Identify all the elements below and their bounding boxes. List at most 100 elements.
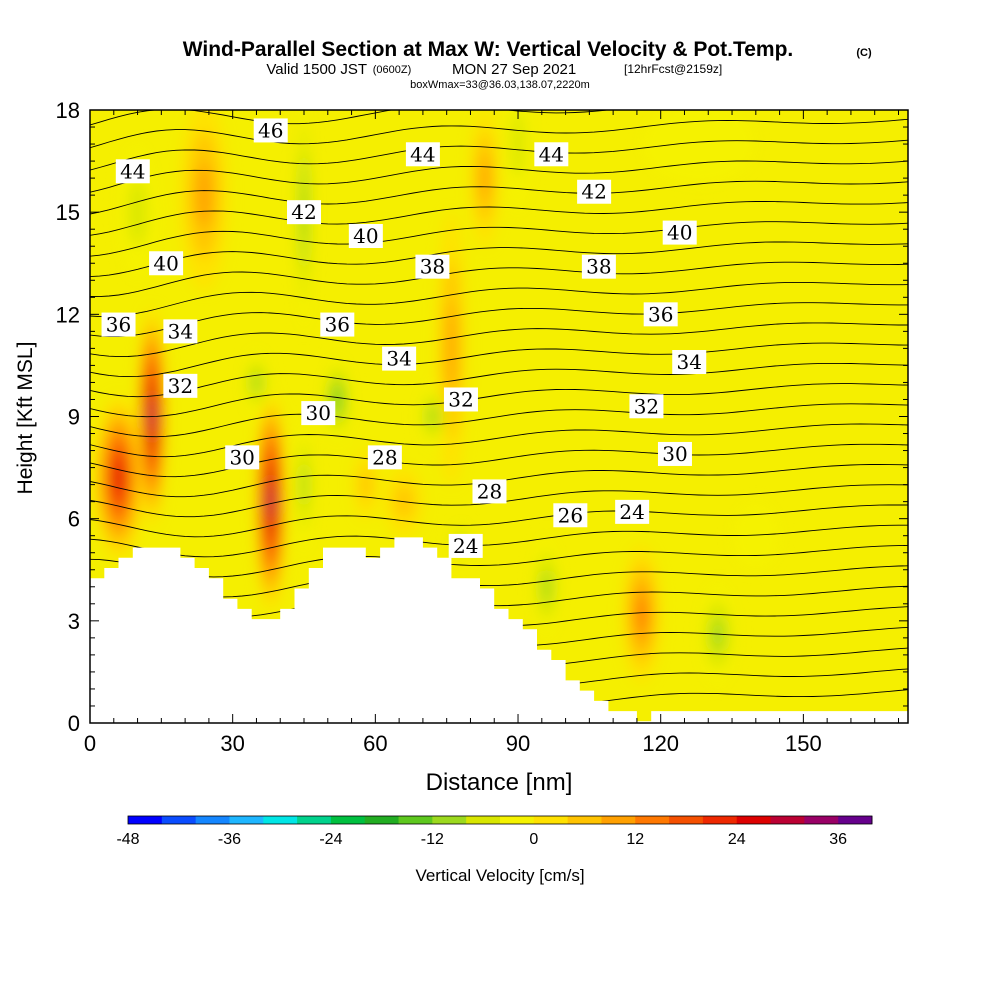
velocity-cell [128, 178, 148, 247]
isentrope-line [90, 342, 908, 378]
isentrope-line [90, 524, 908, 558]
isentrope-label-text: 34 [677, 350, 702, 374]
velocity-cell [636, 596, 647, 632]
colorbar-swatch [195, 816, 230, 824]
isentrope-label-text: 44 [120, 159, 145, 183]
y-axis-label: Height [Kft MSL] [14, 342, 37, 495]
isentrope-label-box [348, 224, 383, 249]
chart-title: Wind-Parallel Section at Max W: Vertical… [183, 38, 794, 61]
x-tick-label: 120 [642, 731, 679, 756]
colorbar: -48 -36 -24 -12 0 12 24 36 [116, 815, 873, 848]
velocity-cell [446, 302, 457, 394]
isentrope-label-box [657, 441, 692, 466]
isentrope-line [90, 504, 908, 538]
isentrope-label-text: 42 [291, 200, 316, 224]
colorbar-swatch [736, 816, 772, 824]
colorbar-swatch [263, 816, 298, 824]
isentrope-label: 38 [415, 254, 450, 279]
isentrope-line [90, 118, 908, 149]
isentrope-label: 40 [662, 220, 697, 245]
isentrope-line [90, 110, 611, 126]
isentrope-label: 42 [287, 200, 322, 225]
isentrope-label-box [643, 302, 678, 327]
isentrope-label: 34 [163, 319, 198, 344]
isentrope-label-box [443, 387, 478, 412]
x-tick-label: 90 [506, 731, 530, 756]
x-tick-label: 150 [785, 731, 822, 756]
y-tick-label: 0 [68, 711, 80, 736]
isentrope-label: 44 [405, 142, 440, 167]
forecast-info-text: [12hrFcst@2159z] [624, 62, 722, 76]
isentrope-label-text: 36 [325, 313, 350, 337]
isentrope-label-box [115, 159, 150, 184]
y-tick-label: 12 [56, 302, 80, 327]
colorbar-swatch [804, 816, 839, 824]
isentrope-label-text: 38 [420, 255, 445, 279]
isentrope-label-text: 28 [372, 445, 397, 469]
isentrope-label-box [672, 350, 707, 375]
isentrope-line [90, 180, 908, 215]
isentrope-label-text: 30 [662, 442, 687, 466]
isentrope-label-text: 24 [619, 500, 644, 524]
colorbar-tick-label: 36 [829, 831, 847, 848]
y-tick-label: 15 [56, 200, 80, 225]
isentrope-line [90, 281, 908, 318]
velocity-cell [269, 489, 273, 514]
isentrope-label: 24 [615, 500, 650, 524]
isentrope-line [90, 221, 908, 257]
isentrope-line [90, 544, 908, 578]
colorbar-tick-label: -12 [421, 831, 444, 848]
isentrope-label-text: 34 [386, 347, 411, 371]
colorbar-swatch [398, 816, 433, 824]
isentrope-label: 32 [163, 373, 198, 398]
isentrope-line [90, 362, 908, 398]
isentrope-label: 40 [149, 251, 184, 276]
isentrope-label: 36 [643, 302, 678, 327]
colorbar-swatch [601, 816, 636, 824]
isentrope-line [90, 201, 908, 236]
isentrope-label-text: 40 [153, 251, 178, 275]
isentrope-label-box [149, 251, 184, 276]
isentrope-label-box [534, 142, 569, 167]
colorbar-label: Vertical Velocity [cm/s] [415, 866, 584, 885]
isentrope-label-box [472, 479, 507, 504]
isentrope-label-text: 40 [667, 221, 692, 245]
boxwmax-info-text: boxWmax=33@36.03,138.07,2220m [410, 79, 590, 91]
colorbar-swatch [838, 816, 873, 824]
isentrope-label: 32 [629, 394, 664, 419]
isentrope-label: 44 [534, 142, 569, 167]
velocity-cell [300, 461, 308, 508]
isentrope-label-text: 30 [306, 401, 331, 425]
colorbar-swatch [432, 816, 467, 824]
x-tick-label: 60 [363, 731, 387, 756]
colorbar-swatch [128, 816, 163, 824]
colorbar-tick-label: -24 [319, 831, 342, 848]
colorbar-swatch [229, 816, 264, 824]
x-axis-label: Distance [nm] [426, 769, 573, 796]
isentrope-label-box [662, 220, 697, 245]
isentrope-label-box [448, 533, 483, 558]
isentrope-label: 36 [101, 312, 136, 337]
isentrope-label-text: 42 [581, 180, 606, 204]
isentrope-line [90, 261, 908, 298]
colorbar-swatch [297, 816, 332, 824]
isentrope-line [90, 139, 908, 171]
isentrope-label: 38 [581, 254, 616, 279]
isentrope-label-text: 38 [586, 255, 611, 279]
chart-header: Wind-Parallel Section at Max W: Vertical… [183, 38, 872, 91]
y-tick-label: 9 [68, 405, 80, 430]
velocity-cell [115, 466, 122, 490]
isentrope-label: 36 [320, 312, 355, 337]
velocity-cell [359, 467, 372, 502]
y-tick-label: 3 [68, 609, 80, 634]
colorbar-swatch [702, 816, 738, 824]
isentrope-label-text: 28 [477, 479, 502, 503]
isentrope-label: 34 [382, 346, 417, 371]
isentrope-line [90, 383, 908, 418]
isentrope-label-box [163, 373, 198, 398]
isentrope-label-text: 24 [453, 534, 478, 558]
isentrope-label-box [629, 394, 664, 419]
x-tick-label: 30 [220, 731, 244, 756]
velocity-cell [196, 163, 213, 227]
